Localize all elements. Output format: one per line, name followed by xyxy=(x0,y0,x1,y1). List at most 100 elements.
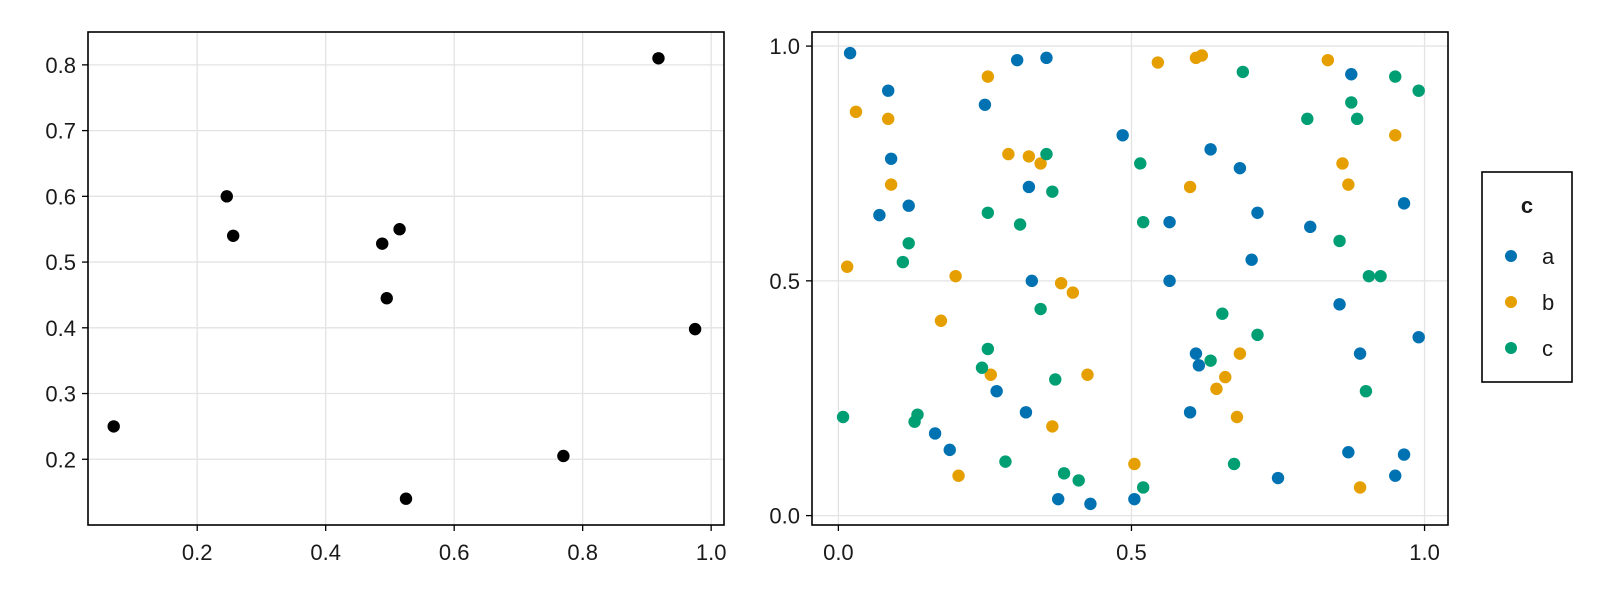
legend-title: c xyxy=(1521,193,1533,218)
right-scatter-point-c xyxy=(1412,84,1425,97)
right-plot-frame xyxy=(811,31,1449,526)
right-scatter-point-a xyxy=(1183,406,1197,419)
right-scatter-point-b xyxy=(1219,370,1232,384)
right-scatter-point-c xyxy=(1362,269,1376,283)
right-scatter-point-b xyxy=(984,368,997,381)
right-scatter-point-b xyxy=(952,469,965,482)
right-scatter-point-a xyxy=(1345,68,1358,81)
right-scatter-point-b xyxy=(1002,147,1015,161)
right-scatter-point-b xyxy=(1389,129,1402,142)
right-scatter-point-c xyxy=(1072,474,1085,487)
left-scatter-point xyxy=(107,420,120,433)
right-scatter-point-a xyxy=(1189,347,1203,360)
right-scatter-point-c xyxy=(1034,302,1047,316)
right-scatter-point-a xyxy=(1051,492,1065,506)
right-scatter-point-b xyxy=(1128,457,1141,471)
left-scatter-point xyxy=(557,449,570,463)
right-scatter-point-a xyxy=(1271,471,1285,485)
legend: c a b c xyxy=(1481,171,1573,383)
right-scatter-point-a xyxy=(1397,197,1411,210)
right-scatter-point-c xyxy=(1350,112,1364,126)
right-scatter-point-c xyxy=(1359,384,1373,398)
right-scatter-point-a xyxy=(1353,347,1367,360)
right-scatter-point-a xyxy=(1397,448,1411,461)
legend-marker-a xyxy=(1505,250,1517,262)
right-scatter-point-b xyxy=(1336,157,1349,170)
right-scatter-point-b xyxy=(1046,420,1059,433)
left-plot-frame xyxy=(87,31,725,526)
right-scatter-point-c xyxy=(1013,218,1027,231)
legend-box xyxy=(1481,171,1573,383)
right-scatter-point-b xyxy=(1183,180,1197,194)
left-y-tick-label: 0.4 xyxy=(45,316,76,341)
right-scatter-point-a xyxy=(1192,359,1206,372)
right-scatter-point-a xyxy=(1010,53,1024,67)
right-scatter-point-a xyxy=(1128,492,1141,506)
right-y-tick-label: 1.0 xyxy=(769,34,800,59)
right-scatter-point-c xyxy=(999,455,1012,468)
right-scatter-point-c xyxy=(1345,96,1358,109)
right-scatter-point-b xyxy=(849,105,863,119)
right-scatter-point-b xyxy=(1195,49,1209,62)
right-scatter-point-c xyxy=(1204,354,1217,367)
left-x-tick-label: 0.2 xyxy=(182,540,213,565)
right-y-tick-label: 0.0 xyxy=(769,504,800,529)
right-scatter-point-a xyxy=(1412,330,1425,344)
left-scatter-point xyxy=(688,322,702,336)
legend-marker-c xyxy=(1505,342,1517,354)
legend-label-c: c xyxy=(1542,336,1553,361)
right-scatter-point-a xyxy=(1304,220,1317,234)
right-scatter-point-a xyxy=(1022,180,1036,194)
left-scatter-point xyxy=(376,237,389,250)
right-series-c xyxy=(836,65,1425,494)
right-scatter-point-b xyxy=(882,112,895,126)
right-scatter-point-a xyxy=(978,98,992,111)
right-scatter-point-c xyxy=(981,206,995,219)
left-y-tick-label: 0.5 xyxy=(45,250,76,275)
right-scatter-point-c xyxy=(1301,112,1314,126)
left-scatter-point xyxy=(220,190,233,203)
left-scatter-point xyxy=(393,223,406,236)
right-scatter-point-a xyxy=(1389,469,1402,482)
right-scatter-point-a xyxy=(1116,129,1129,142)
right-scatter-point-c xyxy=(836,410,850,424)
right-scatter-point-c xyxy=(896,255,910,269)
legend-label-b: b xyxy=(1542,290,1554,315)
right-scatter-point-a xyxy=(990,384,1003,398)
right-scatter-point-c xyxy=(981,342,995,356)
right-scatter-point-b xyxy=(1066,286,1080,299)
left-scatter-point xyxy=(399,492,413,505)
right-scatter-point-c xyxy=(1333,234,1346,248)
right-scatter-point-c xyxy=(1057,467,1071,480)
left-x-tick-label: 0.8 xyxy=(567,540,598,565)
left-scatter-point xyxy=(652,52,665,65)
right-scatter-point-c xyxy=(1046,185,1059,198)
left-x-tick-label: 1.0 xyxy=(696,540,727,565)
right-scatter-point-a xyxy=(1040,51,1053,65)
right-scatter-point-a xyxy=(1342,446,1355,459)
right-scatter-point-b xyxy=(1210,382,1223,396)
left-y-tick-label: 0.3 xyxy=(45,382,76,407)
right-scatter-point-c xyxy=(1136,215,1150,229)
right-scatter-point-a xyxy=(882,84,895,97)
left-y-tick-label: 0.8 xyxy=(45,53,76,78)
right-scatter-point-c xyxy=(1389,70,1402,83)
right-series-b xyxy=(840,49,1402,494)
right-scatter-point-a xyxy=(1251,206,1264,219)
right-scatter-point-a xyxy=(884,152,898,165)
right-scatter-point-a xyxy=(1204,143,1217,156)
right-scatter-point-c xyxy=(1227,457,1241,471)
right-scatter-point-c xyxy=(1216,307,1229,320)
right-scatter-point-c xyxy=(1236,65,1250,79)
left-scatter-plot: 0.2 0.4 0.6 0.8 1.0 0.2 0.3 0.4 0.5 0.6 0.7 0.8 xyxy=(45,31,727,565)
right-scatter-point-b xyxy=(840,260,854,273)
right-scatter-point-a xyxy=(1084,497,1097,511)
right-scatter-point-c xyxy=(1049,373,1062,386)
right-scatter-point-a xyxy=(1025,274,1039,288)
left-y-tick-label: 0.7 xyxy=(45,119,76,144)
right-scatter-point-a xyxy=(1245,253,1258,266)
right-y-tick-label: 0.5 xyxy=(769,269,800,294)
right-x-tick-label: 0.5 xyxy=(1116,540,1147,565)
right-scatter-point-c xyxy=(1374,269,1387,283)
left-y-tick-label: 0.2 xyxy=(45,447,76,472)
